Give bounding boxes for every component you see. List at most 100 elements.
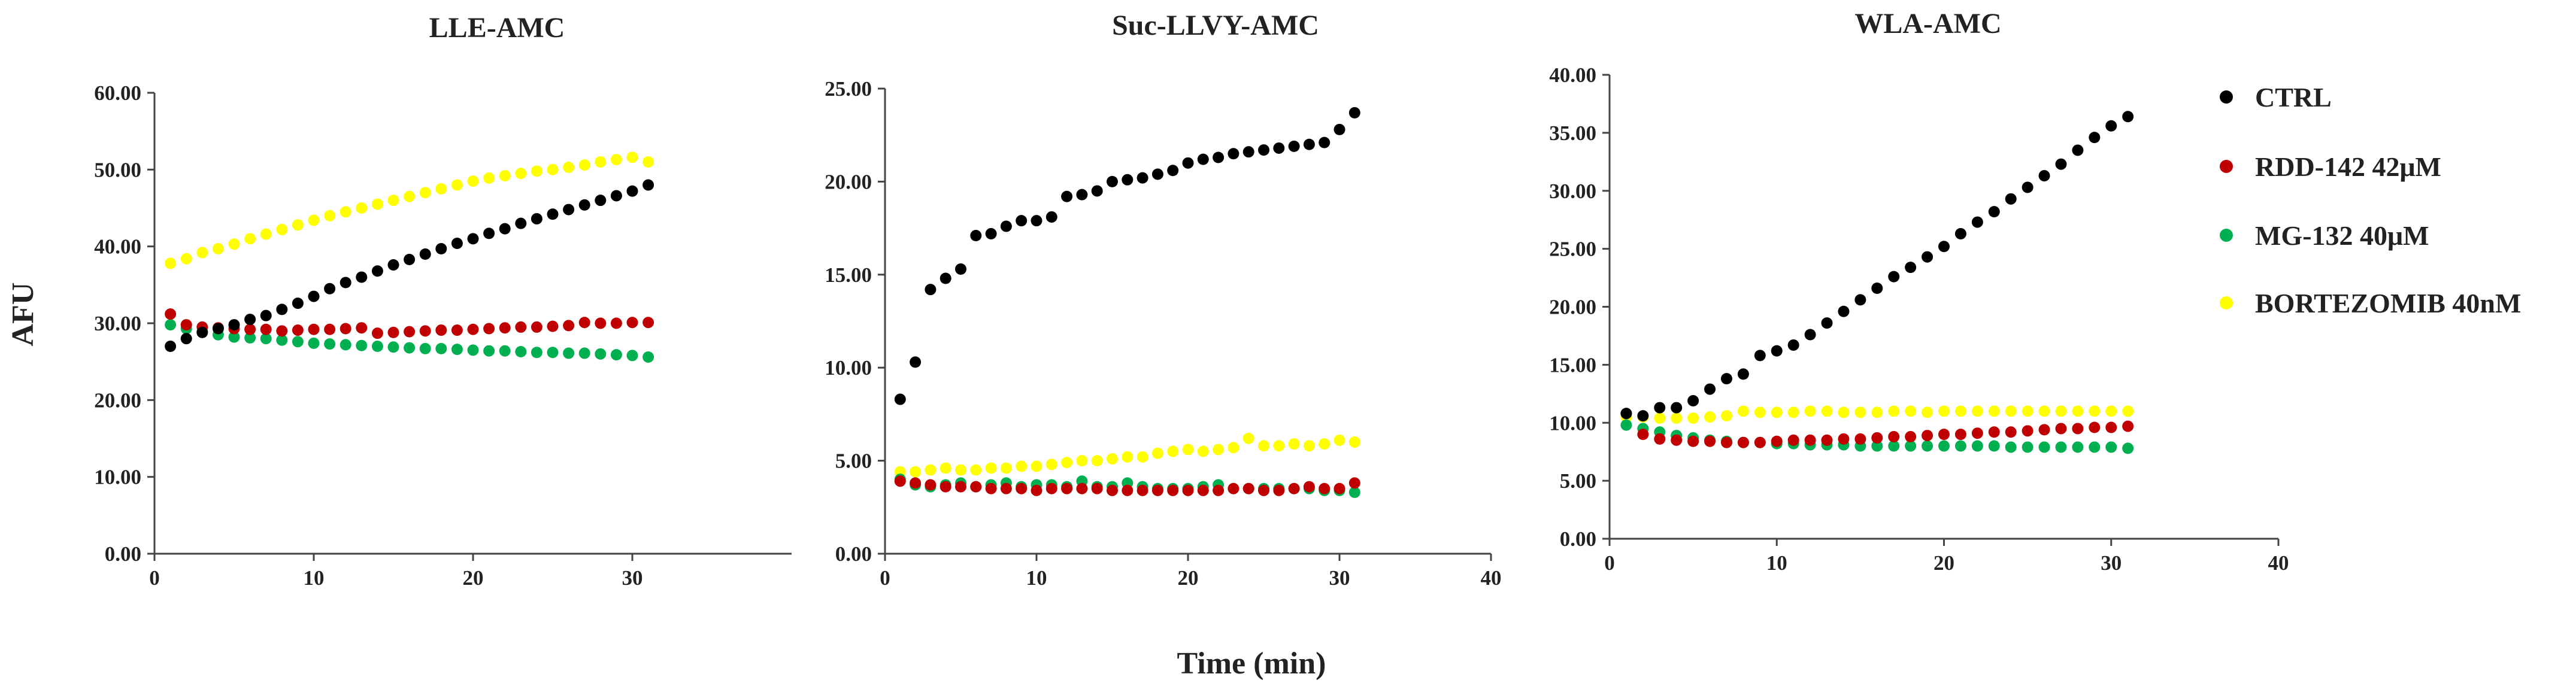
data-point-rdd-142 <box>1838 433 1850 445</box>
y-axis-label: AFU <box>6 283 40 347</box>
data-point-rdd-142 <box>1671 434 1683 446</box>
data-point-bortezomib <box>1258 440 1269 452</box>
data-point-rdd-142 <box>1258 484 1269 496</box>
data-point-ctrl <box>1334 123 1345 135</box>
data-point-bortezomib <box>925 464 937 476</box>
data-point-ctrl <box>2038 170 2050 182</box>
data-point-mg-132 <box>387 341 399 353</box>
data-point-rdd-142 <box>531 321 543 333</box>
data-point-rdd-142 <box>1938 429 1950 441</box>
data-point-rdd-142 <box>1137 484 1148 496</box>
data-point-bortezomib <box>1754 406 1766 418</box>
data-point-ctrl <box>1637 410 1649 422</box>
data-point-ctrl <box>499 223 511 235</box>
data-point-mg-132 <box>404 342 416 354</box>
data-point-ctrl <box>1061 190 1073 202</box>
data-point-rdd-142 <box>2072 423 2084 435</box>
data-point-ctrl <box>371 265 383 277</box>
data-point-mg-132 <box>578 347 590 359</box>
data-point-mg-132 <box>1988 440 2000 452</box>
data-point-rdd-142 <box>1000 482 1012 494</box>
data-point-bortezomib <box>2055 405 2067 417</box>
data-point-mg-132 <box>2038 441 2050 453</box>
data-point-ctrl <box>1771 345 1783 357</box>
data-point-bortezomib <box>1720 410 1732 422</box>
data-point-rdd-142 <box>925 479 937 491</box>
data-point-ctrl <box>1821 317 1833 329</box>
data-point-bortezomib <box>1076 455 1088 467</box>
data-point-bortezomib <box>1671 412 1683 424</box>
data-point-ctrl <box>595 195 607 207</box>
data-point-ctrl <box>404 253 416 265</box>
data-point-rdd-142 <box>1854 433 1866 445</box>
data-point-bortezomib <box>228 238 240 250</box>
x-tick-label: 40 <box>2268 551 2289 575</box>
legend-label-bortezomib: BORTEZOMIB 40nM <box>2255 288 2521 318</box>
data-point-ctrl <box>1804 329 1816 341</box>
y-tick-label: 20.00 <box>1549 296 1596 319</box>
data-point-rdd-142 <box>1167 484 1179 496</box>
legend-label-rdd-142: RDD-142 42μM <box>2255 151 2441 182</box>
data-point-rdd-142 <box>165 308 177 320</box>
data-point-bortezomib <box>1016 460 1028 472</box>
data-point-rdd-142 <box>340 323 351 335</box>
panel-2-title: Suc-LLVY-AMC <box>1112 10 1319 41</box>
data-point-ctrl <box>1671 402 1683 414</box>
x-axis-label: Time (min) <box>1177 646 1326 681</box>
data-point-ctrl <box>387 259 399 271</box>
y-tick-label: 20.00 <box>825 170 872 193</box>
data-point-bortezomib <box>2089 405 2101 417</box>
x-tick-label: 20 <box>463 566 484 590</box>
data-point-rdd-142 <box>1971 427 1983 439</box>
data-point-ctrl <box>610 190 622 202</box>
data-point-mg-132 <box>547 347 559 359</box>
data-point-bortezomib <box>1213 444 1225 456</box>
data-point-ctrl <box>276 303 288 315</box>
data-point-rdd-142 <box>1031 484 1042 496</box>
data-point-ctrl <box>1922 251 1933 263</box>
panel-3-title: WLA-AMC <box>1854 8 2001 40</box>
y-tick-label: 15.00 <box>1549 353 1596 377</box>
data-point-rdd-142 <box>1045 482 1057 494</box>
data-point-ctrl <box>2055 158 2067 170</box>
data-point-bortezomib <box>1122 451 1134 463</box>
data-point-bortezomib <box>371 198 383 210</box>
data-point-bortezomib <box>212 243 224 255</box>
data-point-rdd-142 <box>1821 434 1833 446</box>
legend: CTRL RDD-142 42μM MG-132 40μM BORTEZOMIB… <box>2220 82 2521 318</box>
data-point-bortezomib <box>467 175 479 187</box>
data-point-ctrl <box>1107 175 1118 187</box>
data-point-rdd-142 <box>515 321 527 333</box>
data-point-bortezomib <box>1091 455 1103 467</box>
data-point-bortezomib <box>626 151 638 163</box>
data-point-rdd-142 <box>547 320 559 332</box>
data-point-mg-132 <box>165 319 177 331</box>
data-point-rdd-142 <box>1213 484 1225 496</box>
data-point-bortezomib <box>499 170 511 182</box>
data-point-bortezomib <box>1273 440 1285 452</box>
data-point-mg-132 <box>340 339 351 351</box>
data-point-rdd-142 <box>1334 482 1345 494</box>
data-point-mg-132 <box>531 347 543 359</box>
x-tick-label: 20 <box>1933 551 1954 575</box>
data-point-rdd-142 <box>1288 482 1300 494</box>
data-point-bortezomib <box>1061 457 1073 469</box>
data-point-rdd-142 <box>404 326 416 338</box>
data-point-ctrl <box>1182 157 1194 169</box>
data-point-bortezomib <box>1167 445 1179 457</box>
data-point-ctrl <box>2105 120 2117 132</box>
data-point-rdd-142 <box>985 482 997 494</box>
data-point-rdd-142 <box>2022 425 2033 437</box>
y-tick-label: 35.00 <box>1549 122 1596 145</box>
y-tick-label: 60.00 <box>94 81 141 105</box>
y-tick-label: 5.00 <box>835 450 872 473</box>
data-point-rdd-142 <box>499 322 511 334</box>
y-tick-label: 40.00 <box>1549 63 1596 87</box>
data-point-mg-132 <box>595 348 607 360</box>
data-point-ctrl <box>228 319 240 331</box>
data-point-ctrl <box>451 238 463 250</box>
data-point-bortezomib <box>1182 444 1194 456</box>
data-point-rdd-142 <box>1242 482 1254 494</box>
data-point-bortezomib <box>643 156 654 168</box>
data-point-ctrl <box>419 248 431 260</box>
